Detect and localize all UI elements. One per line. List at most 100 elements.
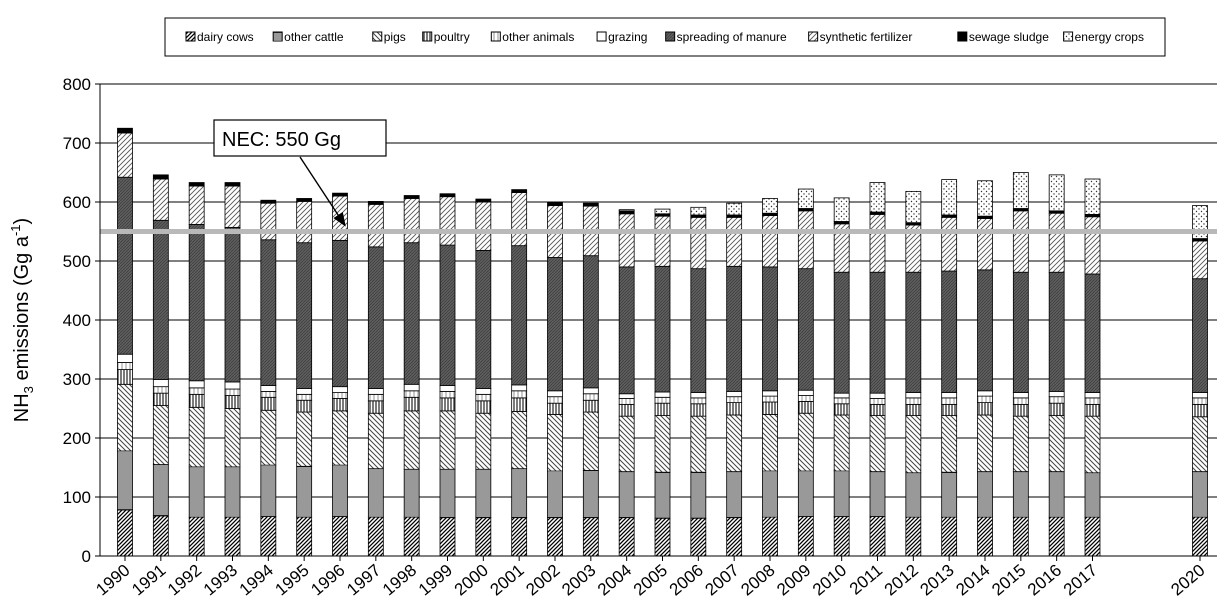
bar-segment: [475, 517, 492, 557]
bar-segment: [582, 411, 599, 471]
bar-stack-1994: [260, 199, 277, 557]
bar-segment: [117, 353, 133, 363]
bar-segment: [797, 401, 814, 414]
bar-segment: [1084, 415, 1101, 474]
bar-segment: [152, 515, 169, 557]
bar-stack-2012: [905, 190, 922, 557]
bar-segment: [797, 210, 814, 270]
x-tick-label: 2002: [522, 561, 563, 600]
bar-segment: [977, 402, 993, 416]
legend-item: pigs: [372, 30, 406, 44]
bar-segment: [332, 392, 348, 399]
legend-item: sewage sludge: [957, 30, 1049, 44]
bar-segment: [511, 189, 528, 193]
bar-segment: [188, 380, 205, 389]
bar-segment: [547, 396, 563, 404]
bar-segment: [511, 384, 528, 392]
x-tick-label: 2011: [846, 561, 886, 599]
bar-segment: [1192, 516, 1208, 557]
y-axis-title: NH3 emissions (Gg a-1): [8, 218, 36, 422]
bar-segment: [403, 410, 420, 470]
bar-segment: [224, 408, 241, 468]
bar-segment: [403, 195, 420, 199]
bar-segment: [332, 398, 348, 412]
bar-segment: [439, 390, 456, 399]
bar-segment: [260, 202, 277, 241]
bar-segment: [654, 391, 671, 398]
bar-segment: [1084, 472, 1101, 518]
bar-segment: [1084, 397, 1101, 405]
legend-swatch: [1063, 31, 1074, 42]
legend-swatch: [272, 31, 283, 42]
bar-segment: [1012, 271, 1029, 393]
bar-segment: [905, 397, 922, 405]
legend-item: grazing: [596, 30, 647, 44]
bar-segment: [511, 411, 528, 470]
bar-segment: [941, 516, 958, 557]
bar-stack-1997: [367, 201, 384, 557]
bar-segment: [403, 516, 420, 557]
legend-swatch: [665, 31, 676, 42]
bar-segment: [797, 470, 814, 517]
bar-segment: [905, 472, 922, 518]
bar-segment: [1048, 212, 1065, 273]
bar-segment: [188, 466, 205, 518]
bar-segment: [332, 386, 348, 393]
legend-swatch: [957, 31, 968, 42]
bar-segment: [1012, 210, 1029, 273]
bar-segment: [869, 415, 886, 473]
bar-segment: [152, 386, 169, 394]
bar-segment: [296, 411, 313, 467]
bar-segment: [224, 516, 241, 557]
bar-segment: [905, 403, 922, 416]
bar-segment: [1084, 392, 1101, 399]
bar-segment: [941, 216, 958, 272]
bar-segment: [511, 468, 528, 519]
bar-segment: [833, 271, 850, 394]
bar-segment: [188, 393, 205, 408]
bar-segment: [726, 471, 743, 519]
bar-segment: [224, 226, 241, 383]
x-tick-label: 2016: [1024, 561, 1065, 600]
bar-segment: [1012, 471, 1029, 518]
x-tick-label: 2014: [952, 561, 993, 600]
bar-segment: [188, 406, 205, 468]
bar-segment: [547, 257, 563, 392]
bar-segment: [224, 381, 241, 390]
bar-segment: [690, 415, 707, 473]
bar-segment: [905, 190, 922, 224]
bar-segment: [296, 465, 313, 518]
bar-segment: [511, 517, 528, 557]
bar-segment: [905, 415, 922, 474]
bar-segment: [1048, 390, 1065, 398]
bar-segment: [260, 409, 277, 466]
bar-segment: [618, 471, 635, 519]
bar-segment: [1084, 178, 1101, 215]
legend-swatch: [185, 31, 196, 42]
bar-segment: [690, 268, 707, 393]
bar-stack-1995: [296, 198, 313, 557]
legend-item: spreading of manure: [665, 30, 787, 44]
legend-item: other cattle: [272, 30, 344, 44]
bar-segment: [618, 403, 635, 417]
bar-segment: [582, 255, 599, 389]
bar-segment: [905, 271, 922, 393]
bar-stack-1998: [403, 195, 420, 557]
bar-segment: [941, 415, 958, 473]
legend-swatch: [596, 31, 607, 42]
bar-stack-1991: [152, 174, 169, 557]
bar-segment: [762, 395, 778, 403]
x-tick-label: 2001: [487, 561, 528, 600]
bar-segment: [1048, 402, 1065, 416]
y-tick-label: 500: [63, 252, 91, 271]
bar-segment: [1048, 471, 1065, 518]
bar-segment: [117, 369, 133, 385]
bar-segment: [547, 402, 563, 415]
bar-segment: [977, 269, 993, 392]
bar-segment: [1192, 397, 1208, 405]
x-tick-label: 1998: [379, 561, 420, 600]
bar-segment: [618, 517, 635, 557]
bar-segment: [726, 390, 743, 398]
bar-stack-2014: [977, 180, 993, 557]
